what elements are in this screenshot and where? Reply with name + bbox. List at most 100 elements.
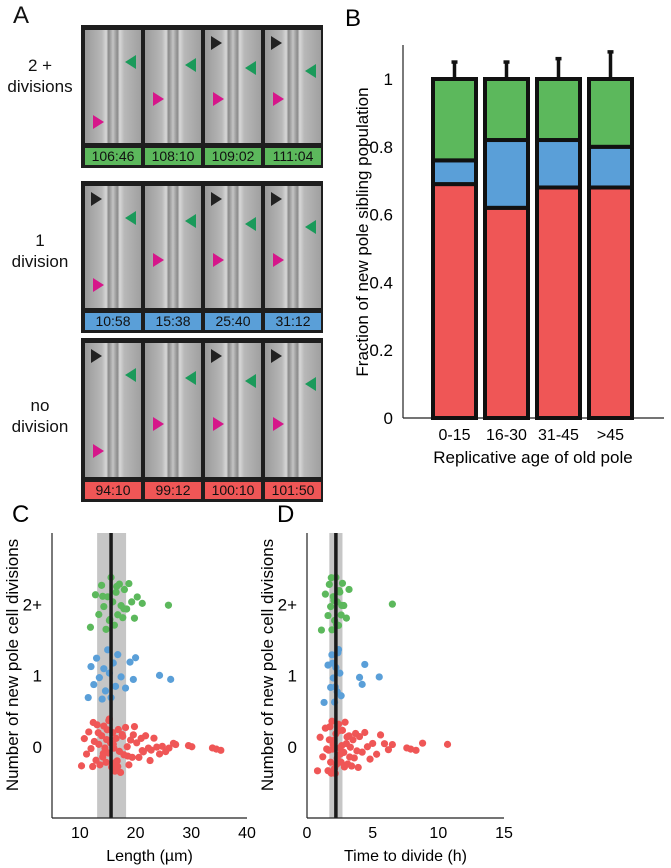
micrograph-frame — [145, 30, 201, 143]
black-arrowhead-icon — [271, 36, 282, 50]
data-point — [133, 593, 141, 601]
data-point — [348, 762, 356, 770]
data-point — [361, 728, 369, 737]
stacked-bar-segment — [431, 158, 478, 187]
image-strip: 94:10 99:12 100:10 101:50 — [81, 338, 323, 502]
green-arrowhead-icon — [245, 61, 256, 75]
panel-c-label: C — [12, 501, 29, 528]
image-strip: 106:46 108:10 109:02 111:04 — [81, 25, 323, 168]
data-point — [358, 748, 366, 756]
data-point — [358, 680, 366, 688]
stacked-bar-segment — [587, 77, 634, 149]
stacked-bar-segment — [483, 138, 530, 210]
data-point — [338, 741, 346, 750]
stacked-bar-segment — [431, 182, 478, 420]
x-tick-label: 5 — [368, 825, 377, 842]
timestamp-label: 94:10 — [85, 482, 141, 499]
green-arrowhead-icon — [305, 64, 316, 78]
data-point — [316, 733, 324, 741]
data-point — [120, 605, 128, 613]
data-point — [354, 763, 362, 772]
micrograph-frame — [265, 30, 321, 143]
data-point — [336, 669, 344, 677]
y-axis-label: Fraction of new pole sibling population — [353, 87, 372, 376]
data-point — [146, 756, 154, 765]
data-point — [123, 743, 131, 751]
green-arrowhead-icon — [185, 214, 196, 228]
green-arrowhead-icon — [245, 217, 256, 231]
stacked-bar-segment — [587, 144, 634, 190]
magenta-arrowhead-icon — [273, 416, 284, 431]
x-tick-label: 0-15 — [438, 427, 470, 444]
row-label: 1 division — [0, 230, 80, 272]
data-point — [103, 726, 111, 734]
data-point — [313, 767, 322, 775]
stacked-bar-segment — [587, 185, 634, 420]
data-point — [373, 750, 381, 758]
data-point — [343, 733, 351, 741]
data-point — [102, 758, 110, 766]
timestamp-label: 100:10 — [205, 482, 261, 499]
micrograph-frame — [145, 186, 201, 308]
data-point — [164, 601, 173, 609]
data-point — [131, 654, 140, 662]
stacked-bar-segment — [535, 185, 582, 420]
data-point — [328, 651, 336, 659]
data-point — [375, 673, 383, 681]
black-arrowhead-icon — [271, 192, 282, 206]
data-point — [158, 742, 166, 750]
x-axis-label: Replicative age of old pole — [433, 448, 632, 467]
data-point — [338, 579, 347, 587]
data-point — [443, 740, 452, 748]
data-point — [384, 746, 393, 754]
data-point — [412, 746, 420, 754]
data-point — [120, 585, 129, 594]
data-point — [113, 582, 121, 591]
micrograph-frame — [85, 30, 141, 143]
row-label-line: no — [30, 396, 50, 415]
x-tick-label: 10 — [429, 825, 447, 842]
green-arrowhead-icon — [245, 374, 256, 388]
data-point — [418, 739, 427, 747]
data-point — [99, 592, 107, 600]
data-point — [325, 580, 333, 589]
data-point — [94, 729, 102, 737]
magenta-arrowhead-icon — [213, 416, 224, 431]
data-point — [100, 665, 108, 673]
timestamp-label: 10:58 — [85, 313, 141, 330]
magenta-arrowhead-icon — [93, 443, 104, 458]
data-point — [328, 626, 336, 634]
data-point — [324, 611, 332, 620]
data-point — [119, 732, 127, 740]
data-point — [326, 723, 334, 731]
magenta-arrowhead-icon — [93, 114, 104, 129]
data-point — [138, 747, 146, 755]
x-tick-label: 30 — [182, 825, 200, 842]
data-point — [89, 718, 97, 727]
black-arrowhead-icon — [91, 192, 102, 206]
data-point — [86, 623, 95, 631]
data-point — [130, 723, 139, 731]
stacked-bar-segment — [535, 77, 582, 143]
black-arrowhead-icon — [211, 36, 222, 50]
data-point — [327, 758, 335, 766]
data-point — [124, 752, 132, 760]
micrograph-frame — [265, 186, 321, 308]
data-point — [147, 746, 155, 754]
green-arrowhead-icon — [305, 377, 316, 391]
timestamp-label: 25:40 — [205, 313, 261, 330]
timestamp-label: 106:46 — [85, 148, 141, 165]
y-tick-label: 2+ — [278, 595, 297, 614]
row-label-line: division — [11, 417, 69, 436]
data-point — [80, 735, 88, 743]
data-point — [125, 579, 133, 588]
data-point — [155, 671, 164, 679]
magenta-arrowhead-icon — [273, 92, 284, 107]
data-point — [361, 660, 369, 669]
y-tick-label: 0 — [33, 738, 42, 757]
data-point — [172, 740, 180, 749]
timestamp-label: 111:04 — [265, 148, 321, 165]
stacked-bar-segment — [483, 77, 530, 143]
data-point — [112, 588, 120, 596]
